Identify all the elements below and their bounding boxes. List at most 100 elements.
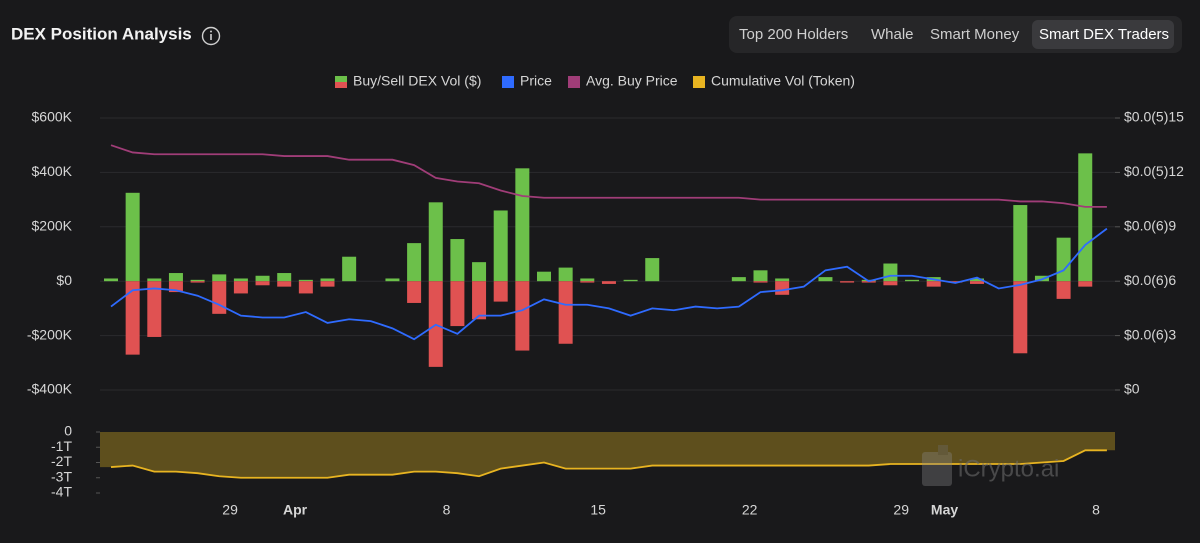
sell-bar: [125, 281, 140, 355]
buy-bar: [233, 278, 248, 282]
page-title: DEX Position Analysis: [11, 24, 192, 43]
buy-bar: [537, 271, 551, 282]
legend-swatch: [502, 76, 514, 88]
sell-bar: [320, 281, 335, 287]
sell-bar: [407, 281, 422, 303]
buy-bar: [190, 279, 205, 282]
buy-bar: [645, 258, 660, 282]
y2-tick-label: $0.0(6)6: [1124, 272, 1176, 288]
sell-bar: [515, 281, 530, 351]
sell-bar: [775, 281, 790, 295]
legend-swatch: [568, 76, 580, 88]
x-tick-label: 22: [742, 502, 758, 518]
buy-bar: [428, 202, 443, 282]
legend-swatch: [335, 82, 347, 88]
tab[interactable]: Top 200 Holders: [739, 26, 848, 43]
sell-bar: [493, 281, 508, 302]
buy-bar: [342, 256, 357, 282]
buy-bar: [493, 210, 508, 282]
y-tick-label: $0: [56, 272, 72, 288]
y3-tick-label: -2T: [51, 453, 72, 469]
sell-bar: [601, 281, 616, 284]
buy-bar: [580, 278, 595, 282]
buy-bar: [298, 279, 313, 282]
sell-bar: [168, 281, 183, 293]
x-tick-label: 8: [443, 502, 451, 518]
y3-tick-label: -3T: [51, 468, 72, 484]
legend-label[interactable]: Buy/Sell DEX Vol ($): [353, 73, 481, 89]
buy-bar: [731, 277, 746, 282]
y3-tick-label: -1T: [51, 438, 72, 454]
sell-bar: [212, 281, 227, 314]
x-tick-label: 8: [1092, 502, 1100, 518]
legend-swatch: [693, 76, 705, 88]
y-tick-label: -$200K: [27, 326, 73, 342]
sell-bar: [1013, 281, 1028, 354]
x-tick-label: Apr: [283, 502, 308, 518]
tab[interactable]: Smart DEX Traders: [1039, 26, 1169, 43]
sell-bar: [926, 281, 941, 287]
sell-bar: [948, 281, 963, 283]
buy-bar: [450, 239, 465, 282]
line: [110, 144, 1107, 208]
sell-bar: [580, 281, 595, 283]
sell-bar: [1056, 281, 1071, 299]
sell-bar: [190, 281, 205, 283]
buy-bar: [1013, 205, 1028, 282]
y3-tick-label: -4T: [51, 484, 72, 500]
y3-tick-label: 0: [64, 423, 72, 439]
y2-tick-label: $0.0(5)12: [1124, 163, 1184, 179]
legend-label[interactable]: Cumulative Vol (Token): [711, 73, 855, 89]
x-tick-label: 29: [893, 502, 909, 518]
info-icon[interactable]: [201, 26, 221, 46]
sell-bar: [558, 281, 573, 344]
sell-bar: [277, 281, 292, 287]
tab[interactable]: Smart Money: [930, 26, 1020, 43]
y-tick-label: -$400K: [27, 381, 73, 397]
buy-bar: [407, 243, 422, 282]
buy-bar: [753, 270, 768, 282]
buy-bar: [558, 267, 573, 282]
y2-tick-label: $0.0(6)9: [1124, 218, 1176, 234]
buy-bar: [385, 278, 400, 282]
area-line: [110, 449, 1107, 479]
buy-bar: [970, 278, 984, 282]
buy-bar: [1056, 237, 1071, 282]
buy-bar: [277, 273, 292, 282]
sell-bar: [298, 281, 313, 294]
sell-bar: [233, 281, 248, 294]
sell-bar: [147, 281, 162, 337]
y-tick-label: $200K: [32, 218, 73, 234]
buy-bar: [818, 277, 833, 282]
sell-bar: [255, 281, 270, 286]
watermark-text: iCrypto.ai: [958, 455, 1059, 482]
area: [100, 432, 1115, 478]
x-tick-label: 15: [590, 502, 606, 518]
y2-tick-label: $0.0(6)3: [1124, 326, 1176, 342]
sell-bar: [1078, 281, 1093, 287]
legend-label[interactable]: Avg. Buy Price: [586, 73, 678, 89]
buy-bar: [212, 274, 227, 282]
active-tab-bg: [1032, 20, 1174, 49]
watermark: [922, 445, 952, 486]
legend-label[interactable]: Price: [520, 73, 552, 89]
sell-bar: [450, 281, 465, 327]
sell-bar: [883, 281, 898, 286]
buy-bar: [623, 279, 638, 282]
buy-bar: [104, 278, 118, 282]
line: [110, 227, 1108, 341]
sell-bar: [970, 281, 984, 284]
buy-bar: [775, 278, 790, 282]
legend-swatch: [335, 76, 347, 82]
buy-bar: [515, 168, 530, 282]
buy-bar: [320, 278, 335, 282]
y-tick-label: $400K: [32, 163, 73, 179]
buy-bar: [905, 279, 920, 282]
y2-tick-label: $0.0(5)15: [1124, 109, 1184, 125]
buy-bar: [472, 262, 487, 282]
y2-tick-label: $0: [1124, 381, 1140, 397]
buy-bar: [255, 275, 270, 282]
tab[interactable]: Whale: [871, 26, 914, 43]
x-tick-label: 29: [222, 502, 238, 518]
